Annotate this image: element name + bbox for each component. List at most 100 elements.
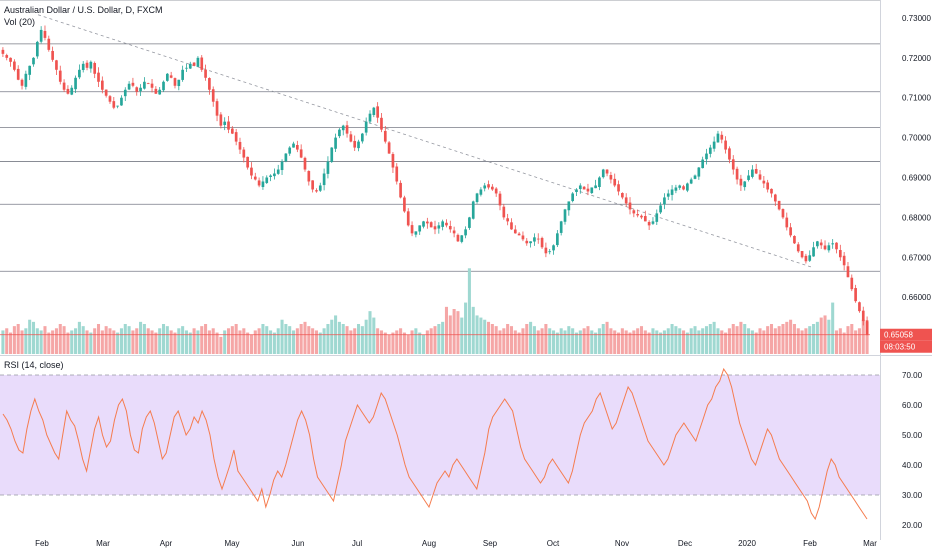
candle-body <box>418 225 422 232</box>
volume-bar <box>379 330 383 354</box>
trendline[interactable] <box>37 14 813 268</box>
volume-bar <box>131 330 135 354</box>
volume-bar <box>249 334 253 354</box>
volume-bar <box>682 330 686 354</box>
candle-body <box>403 197 406 212</box>
candle-body <box>445 222 448 226</box>
volume-bar <box>464 302 468 354</box>
candle-body <box>850 277 854 290</box>
volume-bar <box>257 328 261 354</box>
rsi-tick-label: 40.00 <box>902 461 923 470</box>
candle-body <box>498 193 502 206</box>
volume-bar <box>735 326 739 354</box>
last-price-tag: 0.65058 08:03:50 <box>880 328 932 353</box>
candle-body <box>39 29 43 42</box>
volume-bar <box>288 326 292 354</box>
candle-body <box>349 134 353 142</box>
candle-body <box>563 209 567 222</box>
candle-body <box>590 187 594 194</box>
volume-bar <box>854 330 858 354</box>
candle-body <box>548 251 552 253</box>
volume-bar <box>624 330 628 354</box>
volume-bar <box>815 321 819 354</box>
volume-bar <box>28 319 32 354</box>
volume-bar <box>410 330 414 354</box>
candle-body <box>66 88 70 94</box>
volume-bar <box>532 326 536 354</box>
candle-body <box>253 176 257 180</box>
rsi-tick-label: 30.00 <box>902 491 923 500</box>
candle-body <box>647 221 651 226</box>
candle-body <box>720 134 724 140</box>
volume-bar <box>548 328 552 354</box>
volume-bar <box>242 328 246 354</box>
volume-bar <box>597 328 601 354</box>
candle-body <box>621 193 624 198</box>
volume-bar <box>647 332 651 354</box>
volume-bar <box>628 332 632 354</box>
volume-bar <box>269 330 273 354</box>
candle-body <box>701 159 705 169</box>
candle-body <box>234 132 238 142</box>
candle-body <box>223 121 227 125</box>
volume-bar <box>563 330 567 354</box>
candle-body <box>185 67 188 69</box>
volume-bar <box>295 328 299 354</box>
volume-bar <box>697 330 701 354</box>
horizontal-levels <box>0 0 880 272</box>
candle-body <box>766 182 770 190</box>
volume-bar <box>421 334 426 354</box>
candle-body <box>529 241 532 244</box>
candle-body <box>299 149 303 158</box>
candle-body <box>831 243 835 245</box>
candle-body <box>525 240 529 244</box>
candle-body <box>838 250 842 258</box>
volume-bar <box>326 324 330 354</box>
rsi-tick-label: 60.00 <box>902 401 923 410</box>
candle-body <box>104 89 108 96</box>
candle-body <box>116 105 119 107</box>
volume-bar <box>662 330 666 354</box>
candle-body <box>131 82 135 86</box>
volume-bar <box>467 268 471 354</box>
candle-body <box>712 141 716 149</box>
volume-bar <box>632 330 636 354</box>
volume-bar <box>544 324 548 354</box>
volume-bar <box>188 332 192 354</box>
volume-bar <box>693 326 697 354</box>
date-tick-label: Feb <box>35 539 49 548</box>
volume-bars <box>1 268 869 354</box>
volume-bar <box>81 326 85 354</box>
volume-bar <box>513 330 517 354</box>
volume-bar <box>139 321 143 354</box>
volume-bar <box>517 332 521 354</box>
candle-body <box>479 189 483 195</box>
candle-body <box>567 201 571 211</box>
volume-bar <box>391 332 395 354</box>
volume-bar <box>74 328 78 354</box>
volume-bar <box>796 328 800 354</box>
volume-bar <box>819 317 823 354</box>
volume-bar <box>89 332 93 354</box>
candle-body <box>139 87 142 92</box>
volume-bar <box>494 326 498 354</box>
volume-bar <box>555 332 559 354</box>
volume-bar <box>731 324 735 354</box>
volume-bar <box>43 326 47 354</box>
volume-bar <box>261 324 265 354</box>
volume-bar <box>842 332 846 354</box>
volume-bar <box>177 328 181 354</box>
candle-body <box>659 205 662 213</box>
candle-body <box>624 197 628 204</box>
volume-bar <box>704 326 709 354</box>
volume-bar <box>280 319 284 354</box>
candle-body <box>399 182 402 198</box>
volume-bar <box>100 330 104 354</box>
volume-bar <box>85 330 89 354</box>
candle-body <box>345 125 349 134</box>
candle-body <box>303 157 307 170</box>
candle-body <box>28 65 32 75</box>
candle-body <box>739 178 743 186</box>
candle-body <box>85 62 89 68</box>
